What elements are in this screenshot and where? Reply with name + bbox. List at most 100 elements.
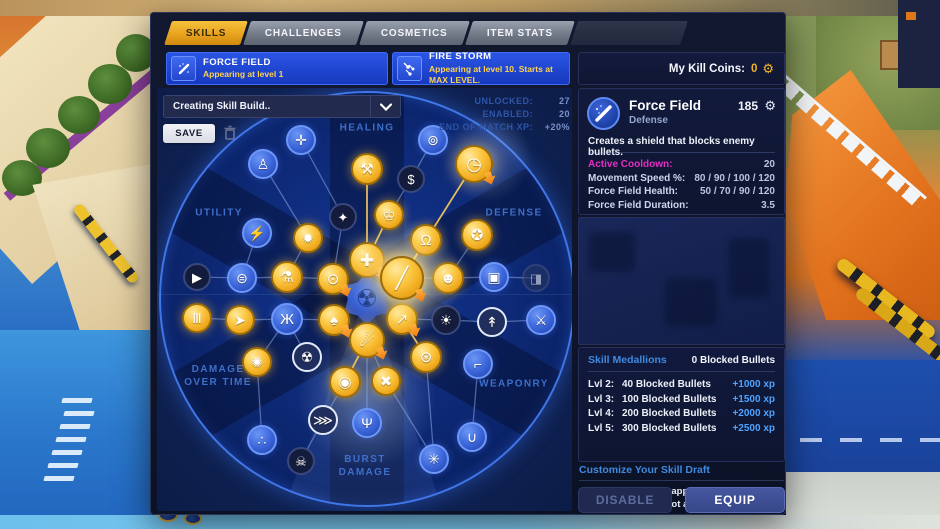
skill-node-mask[interactable]: ☻ xyxy=(432,262,464,294)
skill-node-tesla[interactable]: Ψ xyxy=(352,408,382,438)
skill-node-swords[interactable]: ⚔ xyxy=(526,305,556,335)
skill-node-sparkles[interactable]: ✦ xyxy=(329,203,357,231)
tab-challenges[interactable]: CHALLENGES xyxy=(243,21,365,45)
skill-node-wrench[interactable]: ⚒ xyxy=(351,153,383,185)
coin-gear-icon: ⚙ xyxy=(762,60,774,76)
spikyball-icon: ✹ xyxy=(302,230,314,246)
skill-node-hornet[interactable]: Ж xyxy=(271,303,303,335)
medallion-row: Lvl 4: 200 Blocked Bullets +2000 xp xyxy=(588,408,775,419)
save-button[interactable]: SAVE xyxy=(163,124,215,143)
category-label-weaponry: WEAPONRY xyxy=(479,378,549,390)
lightning-icon: ⚡ xyxy=(248,225,266,241)
sun-icon: ☀ xyxy=(439,312,453,328)
skill-node-shuriken[interactable]: ✖ xyxy=(371,366,401,396)
skill-node-radiation[interactable]: ☢ xyxy=(292,342,322,372)
crosswalk-stripe xyxy=(59,424,91,429)
skill-name: Force Field xyxy=(629,98,702,113)
skill-node-magnet[interactable]: ∪ xyxy=(457,422,487,452)
category-label-defense: DEFENSE xyxy=(485,207,543,219)
customize-title: Customize Your Skill Draft xyxy=(579,464,710,476)
medallion-row: Lvl 3: 100 Blocked Bullets +1500 xp xyxy=(588,393,775,405)
meteor-icon: ☄ xyxy=(359,330,375,350)
force-field-icon xyxy=(587,97,620,130)
magnifier-icon: ⊙ xyxy=(326,270,340,288)
skills-menu-panel: SKILLS CHALLENGES COSMETICS ITEM STATS F… xyxy=(150,12,786,515)
skill-node-helmet[interactable]: Ω xyxy=(410,224,442,256)
skill-node-person[interactable]: ♙ xyxy=(248,149,278,179)
kill-coins-value: 0 xyxy=(750,62,758,75)
crosswalk-stripe xyxy=(63,411,95,416)
skill-node-truck2[interactable]: ◨ xyxy=(522,264,550,292)
equip-button[interactable]: EQUIP xyxy=(685,487,785,513)
skill-node-drum[interactable]: ⊛ xyxy=(410,341,442,373)
swords-icon: ⚔ xyxy=(534,312,548,328)
skill-node-claw[interactable]: Ⅲ xyxy=(182,303,212,333)
skill-node-rockets[interactable]: ⋙ xyxy=(308,405,338,435)
skill-node-drop[interactable]: ♠ xyxy=(318,304,350,336)
skill-node-shield[interactable]: ✪ xyxy=(461,219,493,251)
skill-node-flashlight[interactable]: ▶ xyxy=(183,263,211,291)
skill-node-crown[interactable]: ♔ xyxy=(374,200,404,230)
claw-icon: Ⅲ xyxy=(192,310,202,326)
bg-corner-building xyxy=(898,0,940,88)
bow-icon: ↗ xyxy=(395,310,409,328)
skill-node-lightning[interactable]: ⚡ xyxy=(242,218,272,248)
lane-markings xyxy=(800,438,940,442)
tab-skills[interactable]: SKILLS xyxy=(164,21,249,45)
divider xyxy=(579,480,784,481)
skill-node-chevrons[interactable]: ↟ xyxy=(477,307,507,337)
skill-node-bow[interactable]: ↗ xyxy=(386,303,418,335)
skill-node-fireworks[interactable]: ✳ xyxy=(419,444,449,474)
hornet-icon: Ж xyxy=(280,310,294,328)
tab-cosmetics[interactable]: COSMETICS xyxy=(359,21,470,45)
bandage-icon: ✚ xyxy=(359,250,375,270)
crosswalk-stripe xyxy=(51,450,83,455)
skill-node-spinner[interactable]: ✺ xyxy=(242,347,272,377)
pistols-icon: ⌐ xyxy=(473,356,483,372)
tree xyxy=(88,64,132,104)
tree xyxy=(116,34,156,72)
skill-node-sun[interactable]: ☀ xyxy=(431,305,461,335)
radiation-icon: ☢ xyxy=(300,349,314,365)
skill-node-timer[interactable]: ◷ xyxy=(455,145,493,183)
bg-sign xyxy=(906,12,916,20)
skill-node-bomb[interactable]: ◉ xyxy=(329,366,361,398)
skill-node-mines[interactable]: ∴ xyxy=(247,425,277,455)
skill-node-magnifier[interactable]: ⊙ xyxy=(317,263,349,295)
forcefield-icon: ╱ xyxy=(395,266,409,290)
crosswalk-stripe xyxy=(43,476,75,481)
skill-node-flask[interactable]: ⚗ xyxy=(271,261,303,293)
crosswalk-stripe xyxy=(47,463,79,468)
skill-build-dropdown[interactable]: Creating Skill Build.. xyxy=(163,95,401,118)
skill-node-pistols[interactable]: ⌐ xyxy=(463,349,493,379)
skill-build-dropdown-value: Creating Skill Build.. xyxy=(173,101,271,112)
trash-icon[interactable] xyxy=(223,125,241,143)
flashlight-icon: ▶ xyxy=(192,269,202,285)
skill-node-truck[interactable]: ▣ xyxy=(479,262,509,292)
skill-node-moneybag[interactable]: $ xyxy=(397,165,425,193)
skill-node-meteor[interactable]: ☄ xyxy=(349,322,385,358)
fireworks-icon: ✳ xyxy=(428,451,440,467)
banner-subtitle: Appearing at level 1 xyxy=(203,69,284,80)
banner-force-field[interactable]: FORCE FIELD Appearing at level 1 xyxy=(166,52,388,85)
skill-node-forcefield[interactable]: ╱ xyxy=(380,256,424,300)
magnet-icon: ∪ xyxy=(466,429,478,445)
category-label-healing: HEALING xyxy=(339,122,395,134)
crosswalk-stripe xyxy=(55,437,87,442)
skill-type: Defense xyxy=(629,115,668,126)
banner-fire-storm[interactable]: FIRE STORM Appearing at level 10. Starts… xyxy=(392,51,570,85)
skill-node-ufo[interactable]: ⊜ xyxy=(227,263,257,293)
chevrons-icon: ↟ xyxy=(486,314,498,330)
spear-icon: ➤ xyxy=(234,312,246,328)
skill-node-skull[interactable]: ☠ xyxy=(287,447,315,475)
medallions-title: Skill Medallions xyxy=(588,354,667,366)
skill-node-spear[interactable]: ➤ xyxy=(225,305,255,335)
tab-item-stats[interactable]: ITEM STATS xyxy=(465,21,575,45)
disable-button[interactable]: DISABLE xyxy=(578,487,672,513)
skill-node-spikyball[interactable]: ✹ xyxy=(293,223,323,253)
ufo-icon: ⊜ xyxy=(236,270,248,286)
skill-node-halo[interactable]: ⊚ xyxy=(418,125,448,155)
skill-node-lantern[interactable]: ✛ xyxy=(286,125,316,155)
kill-coins-bar[interactable]: My Kill Coins: 0 ⚙ xyxy=(578,52,785,85)
skill-cost: 185 xyxy=(737,99,758,113)
